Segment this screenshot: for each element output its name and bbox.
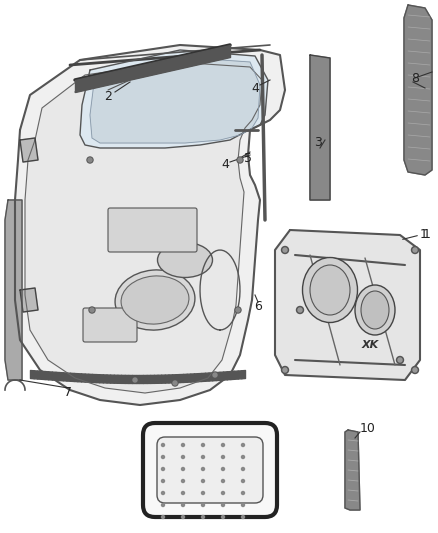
Circle shape	[181, 515, 184, 519]
Circle shape	[222, 456, 225, 458]
Circle shape	[222, 480, 225, 482]
Polygon shape	[20, 288, 38, 312]
Polygon shape	[80, 50, 268, 148]
Circle shape	[241, 515, 244, 519]
Text: 7: 7	[64, 385, 72, 399]
Circle shape	[241, 491, 244, 495]
Circle shape	[132, 377, 138, 383]
Circle shape	[222, 515, 225, 519]
Circle shape	[282, 367, 289, 374]
Circle shape	[236, 308, 240, 312]
Circle shape	[213, 373, 217, 377]
Circle shape	[297, 306, 304, 313]
Polygon shape	[15, 45, 285, 405]
Circle shape	[413, 248, 417, 252]
Circle shape	[181, 491, 184, 495]
Text: 2: 2	[104, 91, 112, 103]
Circle shape	[173, 381, 177, 385]
Circle shape	[201, 504, 205, 506]
Ellipse shape	[310, 265, 350, 315]
Text: XK: XK	[361, 340, 378, 350]
Text: 8: 8	[411, 71, 419, 85]
Circle shape	[201, 467, 205, 471]
Circle shape	[398, 358, 402, 362]
Circle shape	[411, 367, 418, 374]
Ellipse shape	[303, 257, 357, 322]
Circle shape	[222, 491, 225, 495]
Circle shape	[222, 504, 225, 506]
Circle shape	[201, 456, 205, 458]
Text: 9: 9	[201, 489, 209, 502]
Circle shape	[133, 378, 137, 382]
Ellipse shape	[121, 276, 189, 324]
Text: 3: 3	[314, 135, 322, 149]
Circle shape	[396, 357, 403, 364]
Circle shape	[90, 308, 94, 312]
Polygon shape	[404, 5, 432, 175]
Ellipse shape	[361, 291, 389, 329]
Circle shape	[222, 443, 225, 447]
Circle shape	[241, 504, 244, 506]
Circle shape	[298, 308, 302, 312]
Circle shape	[181, 480, 184, 482]
Circle shape	[201, 491, 205, 495]
Circle shape	[283, 368, 287, 372]
Text: 5: 5	[244, 151, 252, 165]
Text: 4: 4	[221, 158, 229, 172]
Text: 10: 10	[360, 422, 376, 434]
Circle shape	[162, 456, 165, 458]
Text: 1: 1	[420, 229, 428, 241]
Ellipse shape	[158, 243, 212, 278]
FancyBboxPatch shape	[83, 308, 137, 342]
FancyBboxPatch shape	[108, 208, 197, 252]
Polygon shape	[310, 55, 330, 200]
Circle shape	[162, 443, 165, 447]
Ellipse shape	[115, 270, 195, 330]
Circle shape	[201, 443, 205, 447]
Ellipse shape	[355, 285, 395, 335]
Circle shape	[282, 246, 289, 254]
FancyBboxPatch shape	[143, 423, 277, 517]
Text: 4: 4	[251, 82, 259, 94]
Circle shape	[89, 307, 95, 313]
Polygon shape	[345, 430, 360, 510]
Circle shape	[238, 158, 242, 162]
Circle shape	[212, 372, 218, 378]
FancyBboxPatch shape	[157, 437, 263, 503]
Circle shape	[241, 456, 244, 458]
Circle shape	[181, 504, 184, 506]
Circle shape	[241, 480, 244, 482]
Text: 1: 1	[423, 229, 431, 241]
Circle shape	[162, 491, 165, 495]
Polygon shape	[25, 62, 262, 393]
Circle shape	[162, 504, 165, 506]
Text: 6: 6	[254, 301, 262, 313]
Circle shape	[241, 443, 244, 447]
Circle shape	[172, 380, 178, 386]
Circle shape	[222, 467, 225, 471]
Polygon shape	[275, 230, 420, 380]
Circle shape	[413, 368, 417, 372]
Circle shape	[162, 467, 165, 471]
Circle shape	[235, 307, 241, 313]
Polygon shape	[20, 138, 38, 162]
Circle shape	[181, 467, 184, 471]
Circle shape	[237, 157, 243, 163]
Circle shape	[87, 157, 93, 163]
Circle shape	[283, 248, 287, 252]
Circle shape	[162, 515, 165, 519]
Polygon shape	[90, 57, 260, 143]
Circle shape	[411, 246, 418, 254]
Circle shape	[201, 480, 205, 482]
Circle shape	[181, 443, 184, 447]
Polygon shape	[5, 200, 22, 380]
Circle shape	[201, 515, 205, 519]
Text: 6: 6	[161, 311, 169, 325]
Circle shape	[241, 467, 244, 471]
Circle shape	[88, 158, 92, 162]
Circle shape	[162, 480, 165, 482]
Circle shape	[181, 456, 184, 458]
